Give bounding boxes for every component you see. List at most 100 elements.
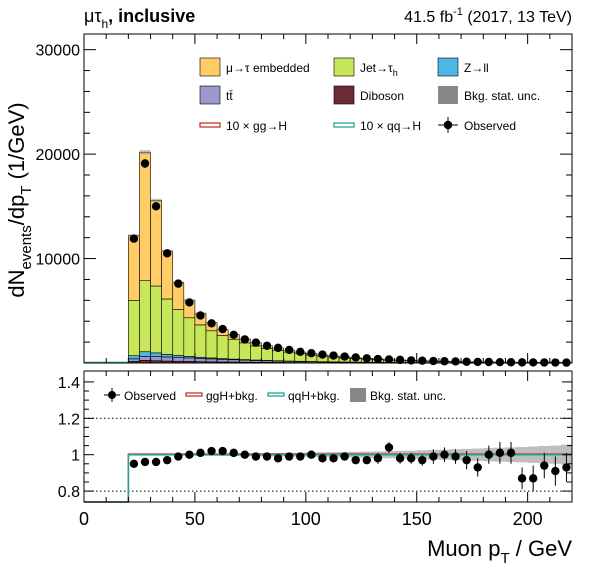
legend-label-text: Z→ll bbox=[464, 61, 489, 75]
observed-point bbox=[351, 353, 360, 362]
ratio-point bbox=[162, 455, 172, 465]
ratio-point bbox=[373, 454, 383, 463]
ratio-point bbox=[395, 454, 405, 463]
observed-point bbox=[395, 355, 405, 365]
x-tick-label: 50 bbox=[185, 509, 205, 529]
ratio-y-tick-label: 1.4 bbox=[58, 375, 80, 392]
legend-label-stat: Bkg. stat. unc. bbox=[464, 89, 540, 103]
legend-swatch-stat bbox=[438, 86, 458, 104]
observed-point bbox=[151, 202, 161, 211]
ratio-point bbox=[540, 461, 549, 470]
observed-point bbox=[185, 298, 194, 307]
bar-jet_tau bbox=[150, 285, 162, 354]
observed-point bbox=[362, 354, 372, 363]
ratio-point bbox=[451, 452, 460, 461]
bar-ttbar bbox=[216, 359, 229, 363]
ratio-point bbox=[384, 443, 394, 452]
legend-line-ggh bbox=[199, 122, 221, 128]
ratio-point bbox=[185, 450, 194, 459]
ratio-legend-line-qqh bbox=[267, 392, 285, 397]
ratio-point bbox=[240, 450, 250, 459]
observed-point bbox=[273, 343, 283, 353]
legend-swatch-emb bbox=[199, 57, 221, 77]
observed-point bbox=[174, 279, 183, 288]
bar-jet_tau bbox=[161, 298, 174, 355]
legend-label-text: tt̄ bbox=[226, 89, 233, 103]
ratio-point bbox=[218, 446, 227, 456]
bar-jet_tau bbox=[172, 309, 185, 356]
ratio-point bbox=[318, 454, 327, 463]
legend-label-qqh: 10 × qq→H bbox=[360, 119, 421, 133]
observed-point bbox=[251, 338, 261, 347]
ratio-legend-marker-point bbox=[108, 391, 116, 399]
ratio-panel-content bbox=[84, 417, 572, 503]
legend-line-qqh bbox=[333, 122, 355, 128]
observed-point bbox=[429, 356, 438, 366]
bar-jet_tau bbox=[183, 317, 196, 357]
legend-label-jet: Jet→τh bbox=[360, 61, 398, 78]
observed-point bbox=[296, 347, 305, 357]
bar-z_ll bbox=[128, 355, 140, 360]
bar-jet_tau bbox=[128, 300, 140, 356]
ratio-point bbox=[517, 474, 527, 483]
ratio-point bbox=[340, 452, 349, 461]
observed-point bbox=[484, 357, 494, 367]
observed-point bbox=[218, 324, 227, 334]
observed-point bbox=[340, 352, 349, 361]
observed-point bbox=[129, 234, 139, 243]
ratio-point bbox=[440, 450, 449, 459]
ratio-point bbox=[174, 452, 183, 461]
ratio-point bbox=[351, 455, 360, 465]
ratio-legend-line-ggh bbox=[185, 392, 203, 397]
x-tick-label: 200 bbox=[513, 509, 543, 529]
legend-label-text: Jet→τ bbox=[360, 61, 393, 75]
ratio-point bbox=[273, 454, 283, 463]
ratio-point bbox=[462, 455, 471, 465]
observed-point bbox=[384, 355, 394, 364]
observed-point bbox=[517, 358, 527, 367]
y-tick-label: 20000 bbox=[36, 147, 81, 164]
ratio-point bbox=[495, 448, 505, 458]
legend-swatch-vv bbox=[333, 85, 355, 105]
bar-jet_tau bbox=[261, 348, 273, 361]
observed-point bbox=[418, 356, 427, 365]
bar-jet_tau bbox=[139, 280, 151, 353]
bar-jet_tau bbox=[250, 345, 262, 361]
luminosity-label: 41.5 fb-1 (2017, 13 TeV) bbox=[404, 6, 572, 26]
observed-point bbox=[540, 358, 549, 367]
ratio-point bbox=[484, 450, 494, 459]
legend-label-text: μ→τ embedded bbox=[226, 61, 310, 75]
legend-label-text: 10 × gg→H bbox=[226, 119, 287, 133]
ratio-legend-label-stat: Bkg. stat. unc. bbox=[370, 389, 446, 403]
legend-label-subscript: h bbox=[393, 68, 398, 78]
ratio-point bbox=[473, 463, 482, 472]
ratio-point bbox=[129, 459, 139, 468]
y-tick-label: 10000 bbox=[36, 252, 81, 269]
observed-point bbox=[307, 348, 316, 358]
main-legend: μ→τ embedded Jet→τh Z→ll tt̄ Diboson Bkg. sta… bbox=[198, 52, 550, 137]
ratio-point bbox=[406, 454, 416, 463]
ratio-point bbox=[551, 466, 560, 476]
ratio-legend-label-qqh: qqH+bkg. bbox=[288, 389, 340, 403]
bar-mu_tau_embedded bbox=[161, 250, 174, 300]
legend-background bbox=[198, 52, 550, 137]
bar-jet_tau bbox=[227, 338, 240, 360]
legend-label-text: Observed bbox=[464, 119, 516, 133]
observed-point bbox=[318, 350, 327, 359]
bar-ttbar bbox=[183, 357, 196, 362]
observed-point bbox=[406, 356, 416, 365]
bar-mu_tau_embedded bbox=[139, 151, 151, 281]
stat-unc-band bbox=[150, 198, 162, 203]
observed-point bbox=[162, 249, 172, 258]
bar-mu_tau_embedded bbox=[150, 200, 162, 287]
stat-unc-band bbox=[139, 150, 151, 155]
bar-ttbar bbox=[227, 359, 240, 363]
ratio-point bbox=[562, 463, 571, 472]
legend-label-text: Bkg. stat. unc. bbox=[464, 89, 540, 103]
axis-ticks-and-labels: 0 50 100 150 200 10000 20000 30000 0.8 1 1.2 1.4 bbox=[36, 34, 573, 529]
legend-label-tt: tt̄ bbox=[226, 89, 233, 103]
legend-swatch-jet bbox=[333, 57, 355, 77]
ratio-point bbox=[229, 448, 238, 458]
ratio-point bbox=[262, 452, 272, 461]
